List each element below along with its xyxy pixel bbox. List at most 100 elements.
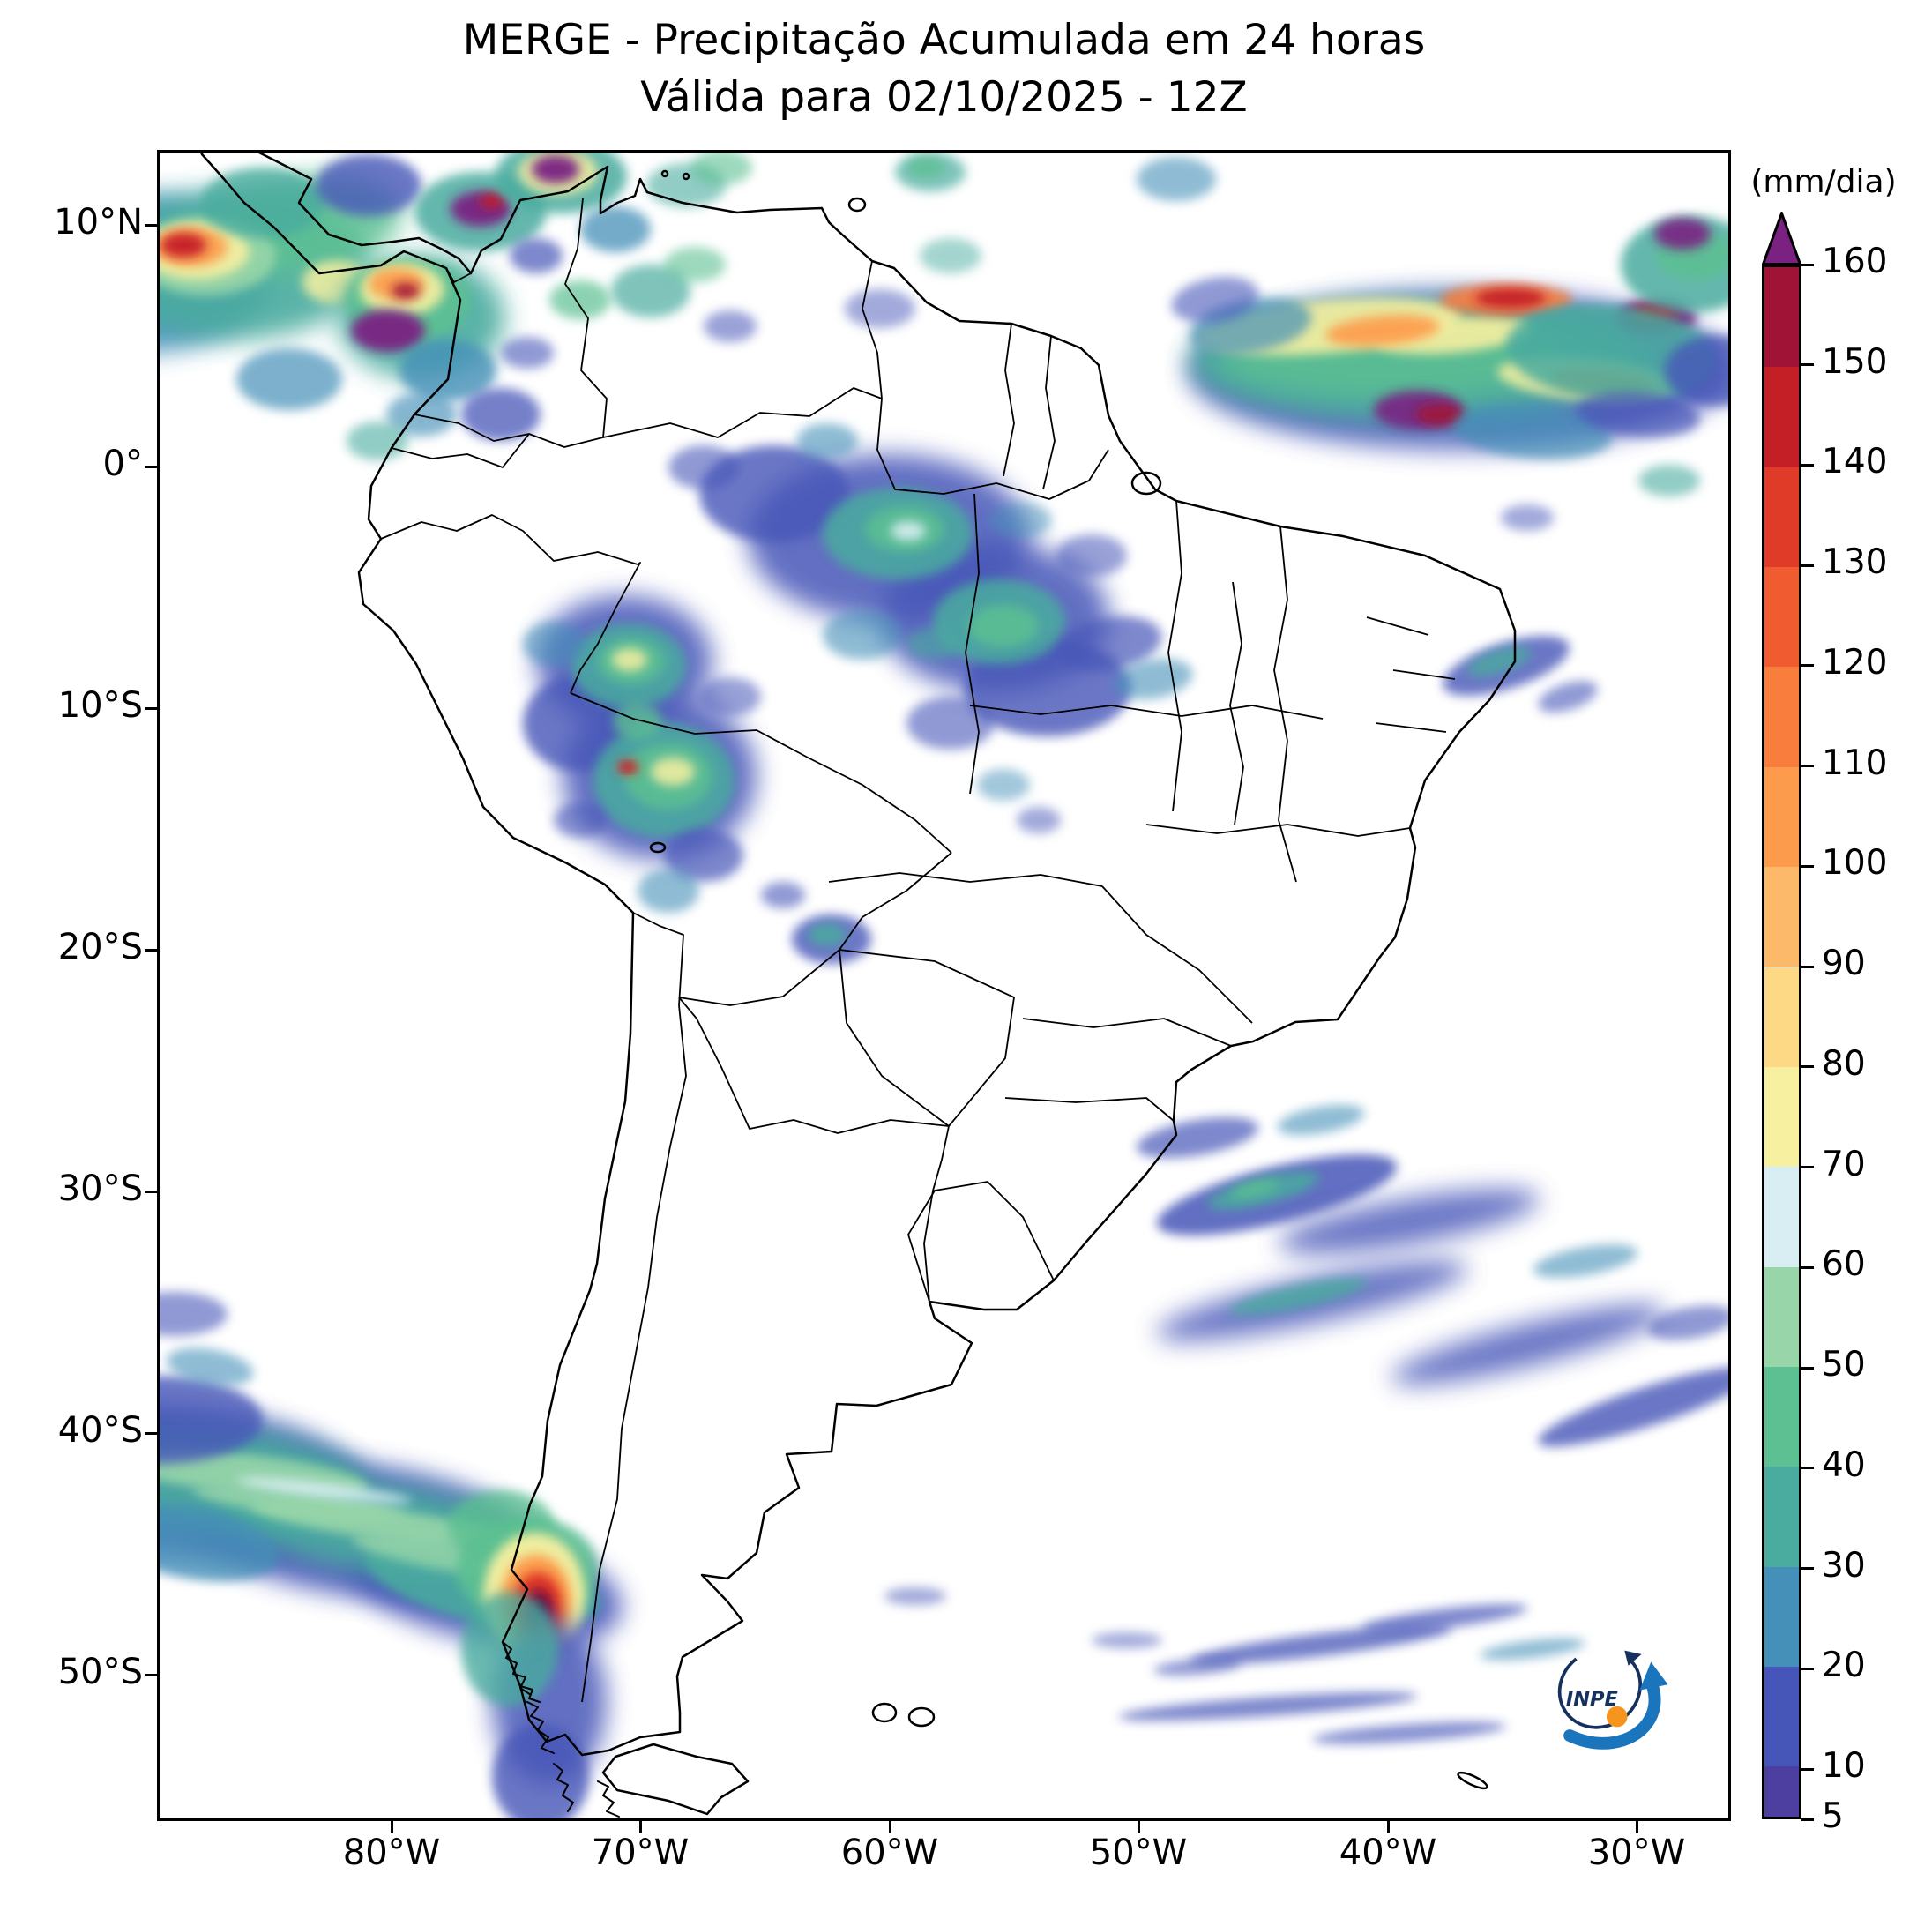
colorbar-segment bbox=[1764, 1566, 1799, 1667]
precip-cell bbox=[1665, 335, 1731, 406]
colorbar-unit-label: (mm/dia) bbox=[1750, 164, 1897, 200]
precip-cell bbox=[1017, 807, 1061, 833]
precip-cell bbox=[1136, 1116, 1259, 1159]
precip-cell bbox=[1153, 1658, 1242, 1676]
precip-cell bbox=[1325, 315, 1440, 347]
x-tick-mark bbox=[638, 1821, 642, 1833]
fjords bbox=[502, 1641, 620, 1818]
logo-swoosh-arrowhead-icon bbox=[1639, 1661, 1668, 1691]
colorbar-tick-label: 120 bbox=[1822, 642, 1888, 683]
precip-cell bbox=[1229, 1278, 1369, 1315]
precip-cell bbox=[668, 445, 739, 489]
precip-cell bbox=[461, 1592, 558, 1706]
precip-cell bbox=[166, 1347, 254, 1386]
colorbar-tick-mark bbox=[1801, 1667, 1814, 1670]
precip-cell bbox=[1391, 1304, 1666, 1385]
precip-cell bbox=[906, 697, 995, 750]
x-tick-label: 50°W bbox=[1089, 1833, 1188, 1873]
precip-cell bbox=[347, 422, 408, 460]
logo-orbit-arrowhead-icon bbox=[1624, 1650, 1642, 1666]
x-tick-mark bbox=[390, 1821, 393, 1833]
colorbar-segment bbox=[1764, 766, 1799, 868]
figure-title: MERGE - Precipitação Acumulada em 24 hor… bbox=[157, 12, 1731, 127]
x-tick-label: 80°W bbox=[342, 1833, 441, 1873]
precip-cell bbox=[1533, 1244, 1638, 1278]
precip-cell bbox=[480, 194, 504, 208]
precip-cell bbox=[351, 310, 425, 352]
y-tick-mark bbox=[145, 1190, 157, 1193]
colorbar-tick-label: 20 bbox=[1822, 1646, 1866, 1686]
precip-cell bbox=[1453, 405, 1612, 459]
precip-cell bbox=[1279, 1189, 1540, 1254]
colorbar-tick-label: 100 bbox=[1822, 843, 1888, 884]
marajo-island bbox=[1130, 471, 1162, 496]
colorbar-segment bbox=[1764, 1366, 1799, 1467]
precipitation-map bbox=[157, 150, 1731, 1821]
colorbar-tick-mark bbox=[1801, 564, 1814, 567]
precip-cell bbox=[1114, 658, 1193, 700]
precip-cell bbox=[977, 769, 1030, 801]
precip-cell bbox=[1361, 1604, 1528, 1632]
precip-cell bbox=[664, 247, 726, 282]
precip-cell bbox=[699, 677, 761, 716]
colorbar-tick-label: 150 bbox=[1822, 341, 1888, 382]
precip-cell bbox=[1538, 681, 1598, 713]
precip-cell bbox=[613, 704, 662, 739]
x-tick-mark bbox=[1386, 1821, 1390, 1833]
precip-cell bbox=[990, 503, 1052, 538]
precip-cell bbox=[1506, 303, 1718, 402]
precip-cell bbox=[554, 802, 607, 838]
precip-cell bbox=[1475, 288, 1546, 308]
precip-cell bbox=[1277, 1104, 1365, 1136]
figure-title-line1: MERGE - Precipitação Acumulada em 24 hor… bbox=[462, 16, 1426, 64]
colorbar-tick-label: 70 bbox=[1822, 1144, 1866, 1184]
precip-cell bbox=[1092, 1632, 1162, 1648]
colorbar-tick-label: 160 bbox=[1822, 242, 1888, 281]
precip-cell bbox=[704, 310, 757, 342]
precip-cell bbox=[201, 168, 324, 238]
y-tick-mark bbox=[145, 223, 157, 227]
inpe-logo: INPE bbox=[1557, 1647, 1668, 1750]
x-tick-label: 40°W bbox=[1339, 1833, 1437, 1873]
precip-cell bbox=[1171, 276, 1259, 324]
colorbar-bar bbox=[1762, 265, 1801, 1819]
precip-cell bbox=[236, 1477, 413, 1504]
precip-cell bbox=[1501, 504, 1554, 531]
precip-cell bbox=[399, 340, 496, 401]
precip-cell bbox=[823, 610, 902, 660]
precip-cell bbox=[664, 829, 743, 882]
precip-cell bbox=[1480, 1638, 1585, 1661]
precip-cell bbox=[884, 1587, 946, 1605]
colorbar-tick-mark bbox=[1801, 765, 1814, 768]
colorbar-segment bbox=[1764, 867, 1799, 967]
precip-cell bbox=[580, 206, 651, 252]
colorbar-tick-mark bbox=[1801, 1767, 1814, 1771]
precip-cell bbox=[386, 392, 457, 437]
colorbar-tick-label: 80 bbox=[1822, 1043, 1866, 1084]
precip-cell bbox=[690, 150, 752, 185]
map-frame bbox=[157, 150, 1731, 1821]
colorbar-tick-label: 130 bbox=[1822, 542, 1888, 583]
precip-cell bbox=[1415, 404, 1465, 425]
colorbar-tick-mark bbox=[1801, 1265, 1814, 1269]
precip-cell bbox=[236, 348, 342, 410]
colorbar-segment bbox=[1764, 1766, 1799, 1817]
coastlines bbox=[198, 150, 1517, 1818]
y-tick-label: 10°N bbox=[54, 202, 143, 243]
precip-cell bbox=[623, 764, 633, 771]
precip-cell bbox=[1137, 157, 1216, 201]
figure-title-line2: Válida para 02/10/2025 - 12Z bbox=[640, 72, 1248, 122]
y-tick-mark bbox=[145, 465, 157, 468]
precip-cell bbox=[316, 154, 421, 216]
precip-cell bbox=[796, 423, 858, 459]
y-tick-mark bbox=[145, 948, 157, 952]
precip-cell bbox=[651, 758, 695, 786]
colorbar-segment bbox=[1764, 567, 1799, 668]
x-tick-label: 60°W bbox=[840, 1833, 939, 1873]
colorbar-segment bbox=[1764, 467, 1799, 568]
y-tick-label: 0° bbox=[102, 444, 143, 484]
precip-cell bbox=[1638, 465, 1700, 496]
colorbar-tick-mark bbox=[1801, 463, 1814, 467]
colorbar-tick-mark bbox=[1801, 664, 1814, 668]
precip-cell bbox=[968, 605, 1039, 647]
